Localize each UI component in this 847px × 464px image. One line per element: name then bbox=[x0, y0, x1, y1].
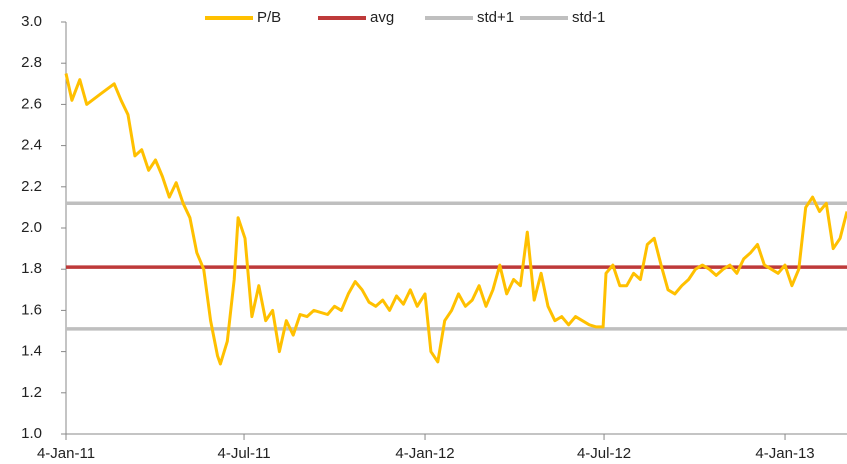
y-tick-label: 2.0 bbox=[21, 219, 42, 236]
x-tick-label: 4-Jan-12 bbox=[395, 445, 454, 462]
x-tick-label: 4-Jul-12 bbox=[577, 445, 631, 462]
y-tick-label: 1.8 bbox=[21, 260, 42, 277]
series-line bbox=[64, 73, 847, 366]
x-tick-label: 4-Jul-11 bbox=[217, 445, 270, 462]
legend-label: avg bbox=[370, 9, 394, 26]
y-tick-label: 2.2 bbox=[21, 178, 42, 195]
legend-label: std+1 bbox=[477, 9, 514, 26]
y-tick-label: 1.2 bbox=[21, 384, 42, 401]
y-tick-label: 2.4 bbox=[21, 137, 42, 154]
y-tick-label: 1.0 bbox=[21, 425, 42, 442]
y-tick-label: 2.6 bbox=[21, 95, 42, 112]
y-tick-label: 1.6 bbox=[21, 301, 42, 318]
y-tick-label: 2.8 bbox=[21, 54, 42, 71]
x-tick-label: 4-Jan-13 bbox=[755, 445, 814, 462]
legend-label: P/B bbox=[257, 9, 281, 26]
y-tick-label: 3.0 bbox=[21, 13, 42, 30]
x-tick-label: 4-Jan-11 bbox=[37, 445, 95, 462]
legend-label: std-1 bbox=[572, 9, 605, 26]
y-tick-label: 1.4 bbox=[21, 343, 42, 360]
